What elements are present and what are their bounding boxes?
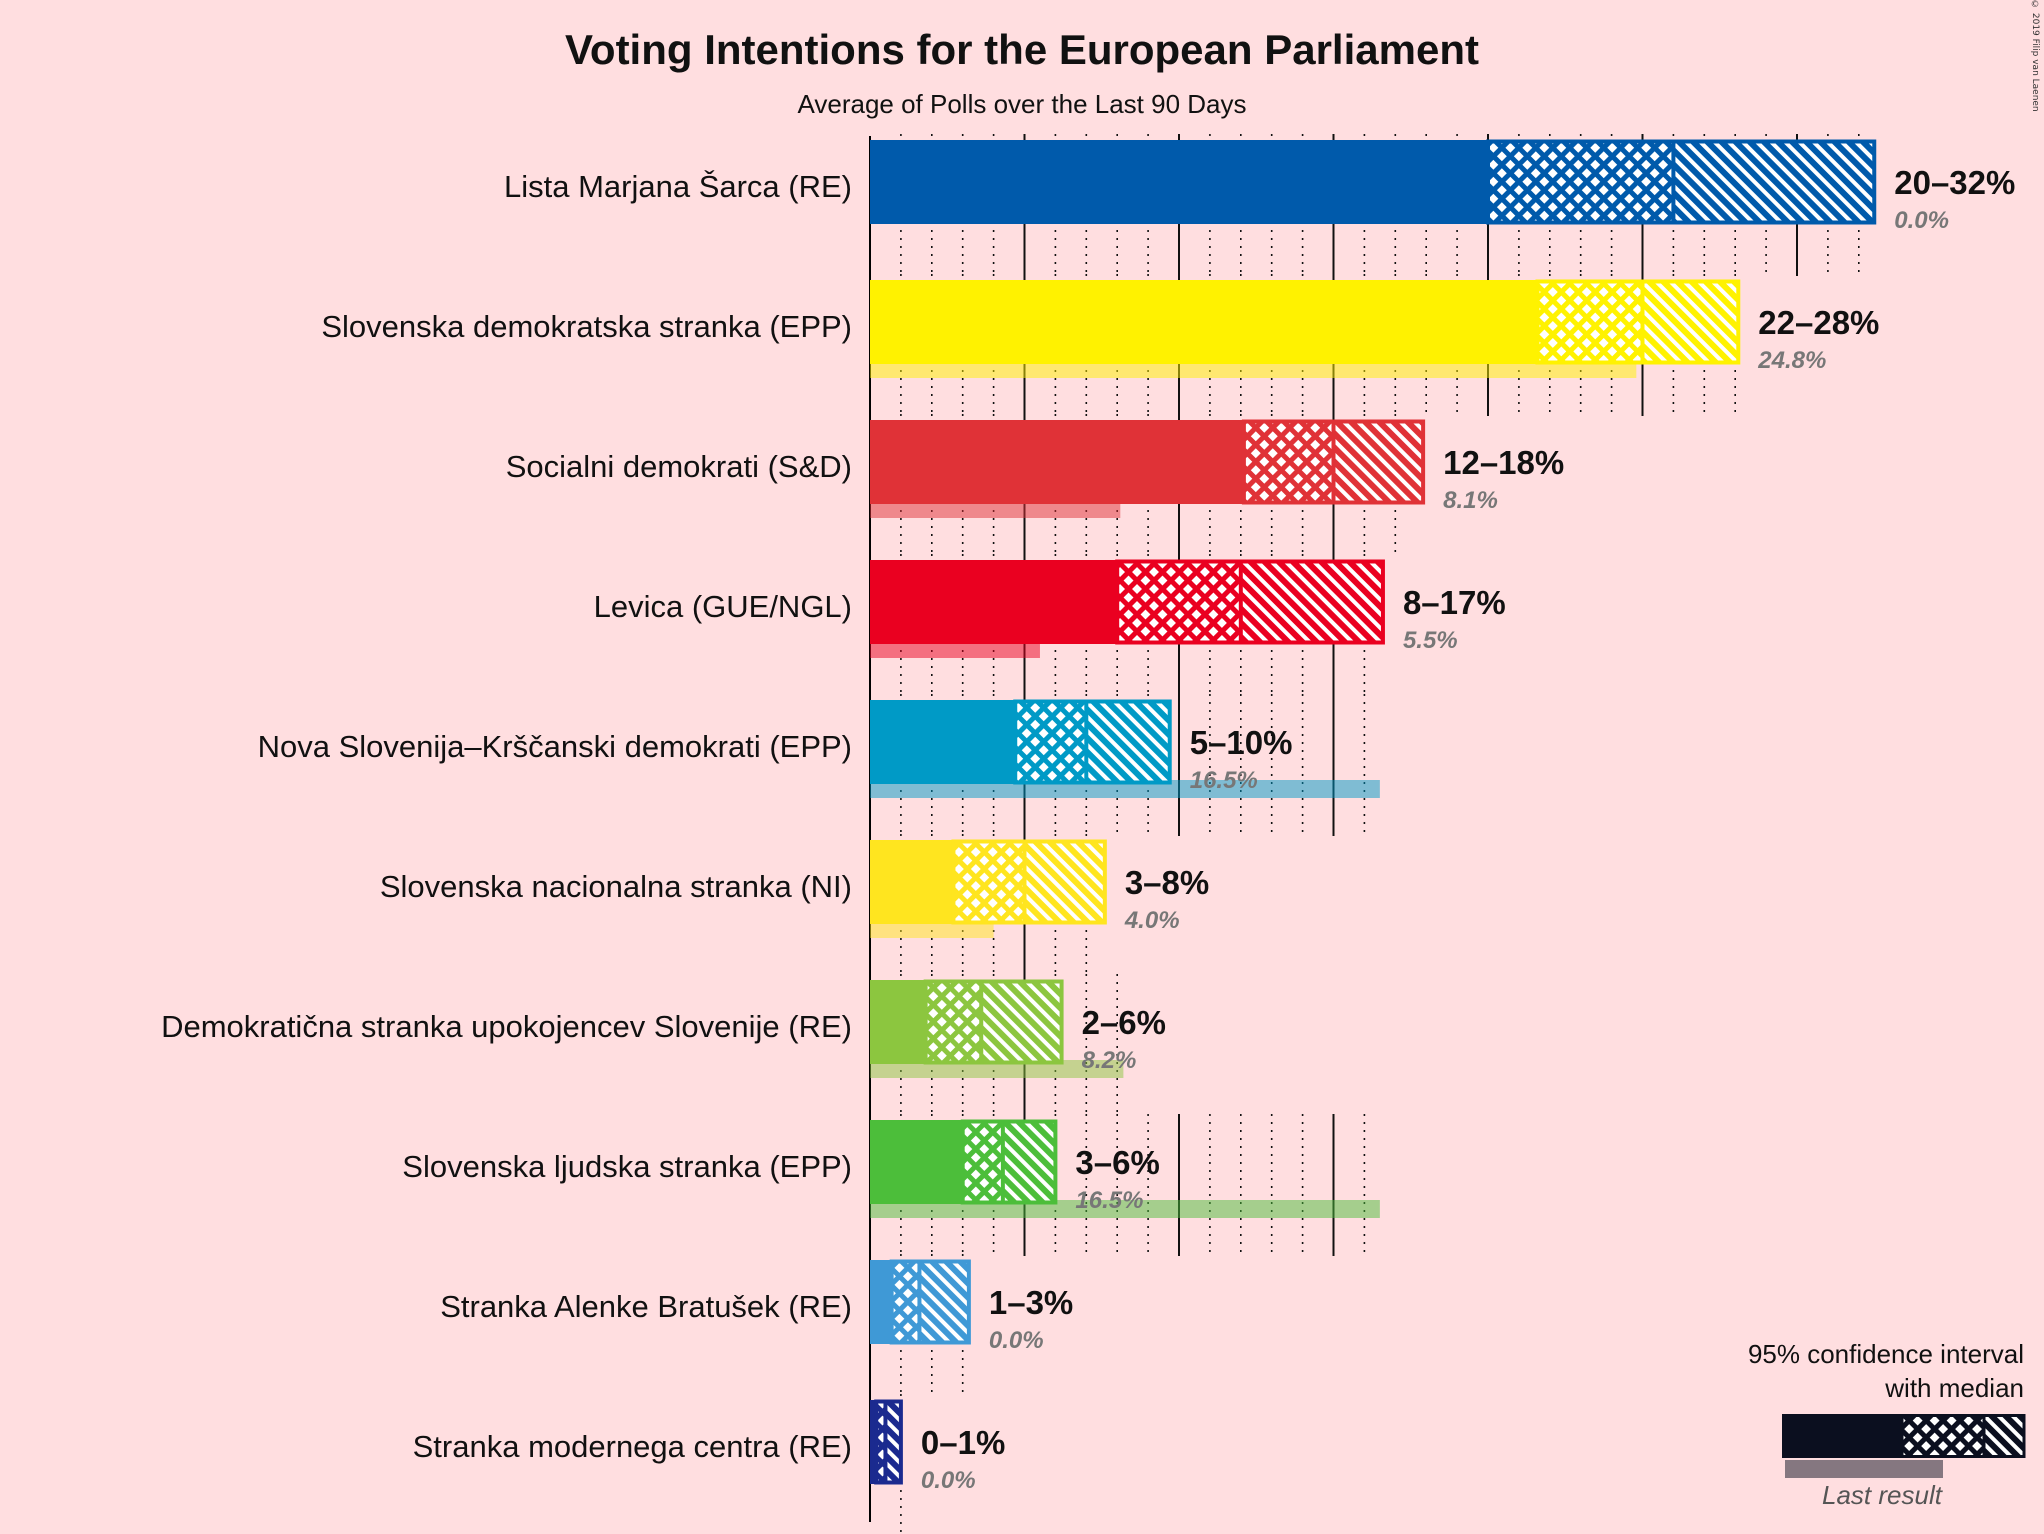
range-label: 5–10% (1190, 724, 1293, 761)
last-result-label: 4.0% (1124, 907, 1180, 934)
ci-crosshatch-bar (1117, 560, 1241, 644)
range-label: 1–3% (989, 1284, 1073, 1321)
party-row: Demokratična stranka upokojencev Sloveni… (161, 979, 1166, 1078)
range-label: 20–32% (1894, 164, 2015, 201)
party-label: Slovenska demokratska stranka (EPP) (321, 309, 852, 344)
ci-diagonal-bar (1002, 1120, 1056, 1204)
party-row: Socialni demokrati (S&D) 12–18% 8.1% (506, 419, 1564, 518)
last-result-label: 8.1% (1443, 487, 1498, 514)
ci-diagonal-bar (885, 1400, 901, 1484)
ci-solid-bar (870, 1400, 877, 1484)
copyright-note: © 2019 Filip van Laenen (2030, 0, 2040, 112)
range-label: 3–6% (1075, 1144, 1159, 1181)
ci-diagonal-bar (1240, 560, 1383, 644)
party-label: Stranka Alenke Bratušek (RE) (440, 1289, 852, 1324)
legend-last-result-swatch (1785, 1460, 1943, 1478)
ci-solid-bar (870, 280, 1538, 364)
party-label: Slovenska nacionalna stranka (NI) (380, 869, 852, 904)
ci-outline (889, 1259, 971, 1345)
legend: 95% confidence interval with median Last r… (1748, 1339, 2026, 1510)
ci-diagonal-bar (919, 1260, 969, 1344)
last-result-label: 0.0% (921, 1467, 976, 1494)
range-label: 3–8% (1125, 864, 1209, 901)
party-row: Stranka modernega centra (RE) 0–1% 0.0% (413, 1399, 1005, 1494)
ci-outline (1013, 699, 1172, 785)
ci-solid-bar (870, 700, 1016, 784)
ci-diagonal-bar (1642, 280, 1739, 364)
ci-solid-bar (870, 1120, 963, 1204)
legend-solid-swatch (1782, 1414, 1902, 1458)
last-result-label: 8.2% (1082, 1047, 1137, 1074)
ci-diagonal-bar (981, 980, 1062, 1064)
last-result-label: 0.0% (1894, 207, 1949, 234)
bars-layer: Lista Marjana Šarca (RE) 20–32% 0.0% Sloven… (161, 139, 2015, 1494)
legend-diagonal-swatch (1984, 1414, 2024, 1458)
ci-outline (874, 1399, 903, 1485)
legend-crosshatch-swatch (1902, 1414, 1984, 1458)
legend-title-line2: with median (1884, 1373, 2024, 1403)
range-label: 0–1% (921, 1424, 1005, 1461)
ci-diagonal-bar (1086, 700, 1170, 784)
last-result-bar (870, 360, 1637, 378)
ci-crosshatch-bar (1015, 700, 1087, 784)
ci-solid-bar (870, 420, 1244, 504)
range-label: 12–18% (1443, 444, 1564, 481)
last-result-label: 24.8% (1757, 347, 1826, 374)
party-row: Slovenska nacionalna stranka (NI) 3–8% 4.0… (380, 839, 1209, 938)
ci-outline (923, 979, 1064, 1065)
ci-solid-bar (870, 1260, 892, 1344)
ci-diagonal-bar (1024, 840, 1105, 924)
ci-crosshatch-bar (925, 980, 982, 1064)
ci-crosshatch-bar (1488, 140, 1674, 224)
ci-crosshatch-bar (953, 840, 1025, 924)
ci-solid-bar (870, 560, 1118, 644)
legend-last-result-label: Last result (1822, 1480, 1944, 1510)
ci-outline (960, 1119, 1058, 1205)
ci-solid-bar (870, 980, 926, 1064)
party-row: Levica (GUE/NGL) 8–17% 5.5% (594, 559, 1506, 658)
last-result-label: 5.5% (1403, 627, 1458, 654)
ci-crosshatch-bar (876, 1400, 886, 1484)
chart-subtitle: Average of Polls over the Last 90 Days (798, 89, 1247, 119)
ci-diagonal-bar (1333, 420, 1424, 504)
ci-crosshatch-bar (962, 1120, 1003, 1204)
ci-outline (1486, 139, 1877, 225)
range-label: 8–17% (1403, 584, 1506, 621)
party-label: Demokratična stranka upokojencev Sloveni… (161, 1009, 852, 1044)
last-result-label: 16.5% (1075, 1187, 1143, 1214)
ci-outline (1535, 279, 1741, 365)
last-result-bar (870, 640, 1040, 658)
ci-outline (1115, 559, 1385, 645)
legend-outline (1900, 1414, 2026, 1458)
last-result-bar (870, 780, 1380, 798)
party-row: Lista Marjana Šarca (RE) 20–32% 0.0% (504, 139, 2015, 234)
last-result-label: 0.0% (989, 1327, 1044, 1354)
ci-outline (951, 839, 1107, 925)
party-label: Lista Marjana Šarca (RE) (504, 169, 852, 204)
party-label: Levica (GUE/NGL) (594, 589, 852, 624)
chart-title: Voting Intentions for the European Parli… (565, 26, 1479, 73)
ci-diagonal-bar (1673, 140, 1875, 224)
party-row: Slovenska demokratska stranka (EPP) 22–28… (321, 279, 1879, 378)
ci-solid-bar (870, 140, 1488, 224)
range-label: 22–28% (1758, 304, 1879, 341)
last-result-label: 16.5% (1190, 767, 1258, 794)
range-label: 2–6% (1082, 1004, 1166, 1041)
ci-crosshatch-bar (1537, 280, 1643, 364)
party-label: Slovenska ljudska stranka (EPP) (402, 1149, 852, 1184)
party-row: Nova Slovenija–Krščanski demokrati (EPP)… (258, 699, 1380, 798)
ci-crosshatch-bar (891, 1260, 920, 1344)
legend-title-line1: 95% confidence interval (1748, 1339, 2024, 1369)
party-row: Slovenska ljudska stranka (EPP) 3–6% 16.5% (402, 1119, 1380, 1218)
last-result-bar (870, 500, 1121, 518)
party-label: Socialni demokrati (S&D) (506, 449, 852, 484)
ci-crosshatch-bar (1243, 420, 1334, 504)
ci-solid-bar (870, 840, 954, 924)
party-label: Nova Slovenija–Krščanski demokrati (EPP) (258, 729, 852, 764)
party-label: Stranka modernega centra (RE) (413, 1429, 852, 1464)
party-row: Stranka Alenke Bratušek (RE) 1–3% 0.0% (440, 1259, 1073, 1354)
